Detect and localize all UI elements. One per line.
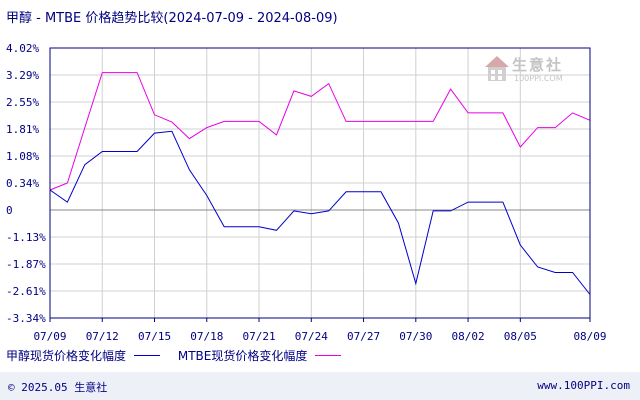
- y-tick-label: -3.34%: [6, 312, 46, 325]
- y-tick-label: 4.02%: [6, 42, 39, 55]
- x-tick-label: 07/18: [190, 330, 223, 343]
- y-axis-ticks: 4.02% 3.29% 2.55% 1.81% 1.08% 0.34% 0 -1.13% -1.…: [6, 42, 46, 325]
- chart-title: 甲醇 - MTBE 价格趋势比较(2024-07-09 - 2024-08-09…: [6, 11, 338, 26]
- y-tick-label: 3.29%: [6, 69, 39, 82]
- y-tick-label: -1.13%: [6, 231, 46, 244]
- x-tick-label: 07/09: [33, 330, 66, 343]
- x-tick-label: 08/09: [573, 330, 606, 343]
- plot-frame: [49, 47, 591, 319]
- series-line-1: [49, 130, 591, 295]
- footer-copyright: © 2025.05 生意社: [8, 381, 108, 394]
- x-axis-ticks: 07/09 07/12 07/15 07/18 07/21 07/24 07/27 07/30…: [33, 330, 606, 343]
- y-tick-label: 1.08%: [6, 150, 39, 163]
- legend-item-series2: MTBE现货价格变化幅度: [178, 347, 342, 364]
- y-tick-label: -2.61%: [6, 285, 46, 298]
- grid-lines: [49, 47, 591, 322]
- line-chart: 4.02% 3.29% 2.55% 1.81% 1.08% 0.34% 0 -1.13% -1.…: [6, 42, 607, 343]
- series-line-2: [49, 72, 591, 191]
- x-tick-label: 07/27: [347, 330, 380, 343]
- x-tick-label: 08/02: [452, 330, 485, 343]
- x-tick-label: 08/05: [504, 330, 537, 343]
- legend-item-series1: 甲醇现货价格变化幅度: [6, 347, 161, 364]
- y-tick-label: -1.87%: [6, 258, 46, 271]
- watermark-text: 生意社: [512, 56, 564, 74]
- x-tick-label: 07/21: [242, 330, 275, 343]
- legend-swatch-series2: [315, 355, 342, 356]
- y-tick-label: 2.55%: [6, 96, 39, 109]
- y-tick-label: 1.81%: [6, 123, 39, 136]
- house-icon: [485, 56, 509, 81]
- footer-url: www.100PPI.com: [537, 379, 630, 392]
- y-tick-label: 0: [6, 204, 13, 217]
- legend-swatch-series1: [134, 355, 161, 356]
- legend: 甲醇现货价格变化幅度 MTBE现货价格变化幅度: [6, 347, 355, 364]
- x-tick-label: 07/15: [138, 330, 171, 343]
- watermark-logo: 生意社 100PPI.COM: [484, 54, 576, 88]
- legend-label-series2: MTBE现货价格变化幅度: [177, 349, 308, 363]
- x-tick-label: 07/12: [86, 330, 119, 343]
- footer-bar: © 2025.05 生意社 www.100PPI.com: [0, 372, 640, 400]
- x-tick-label: 07/30: [399, 330, 432, 343]
- series-lines: [49, 72, 591, 295]
- watermark-subtext: 100PPI.COM: [514, 74, 563, 83]
- legend-label-series1: 甲醇现货价格变化幅度: [6, 349, 127, 363]
- x-tick-label: 07/24: [295, 330, 328, 343]
- y-tick-label: 0.34%: [6, 177, 39, 190]
